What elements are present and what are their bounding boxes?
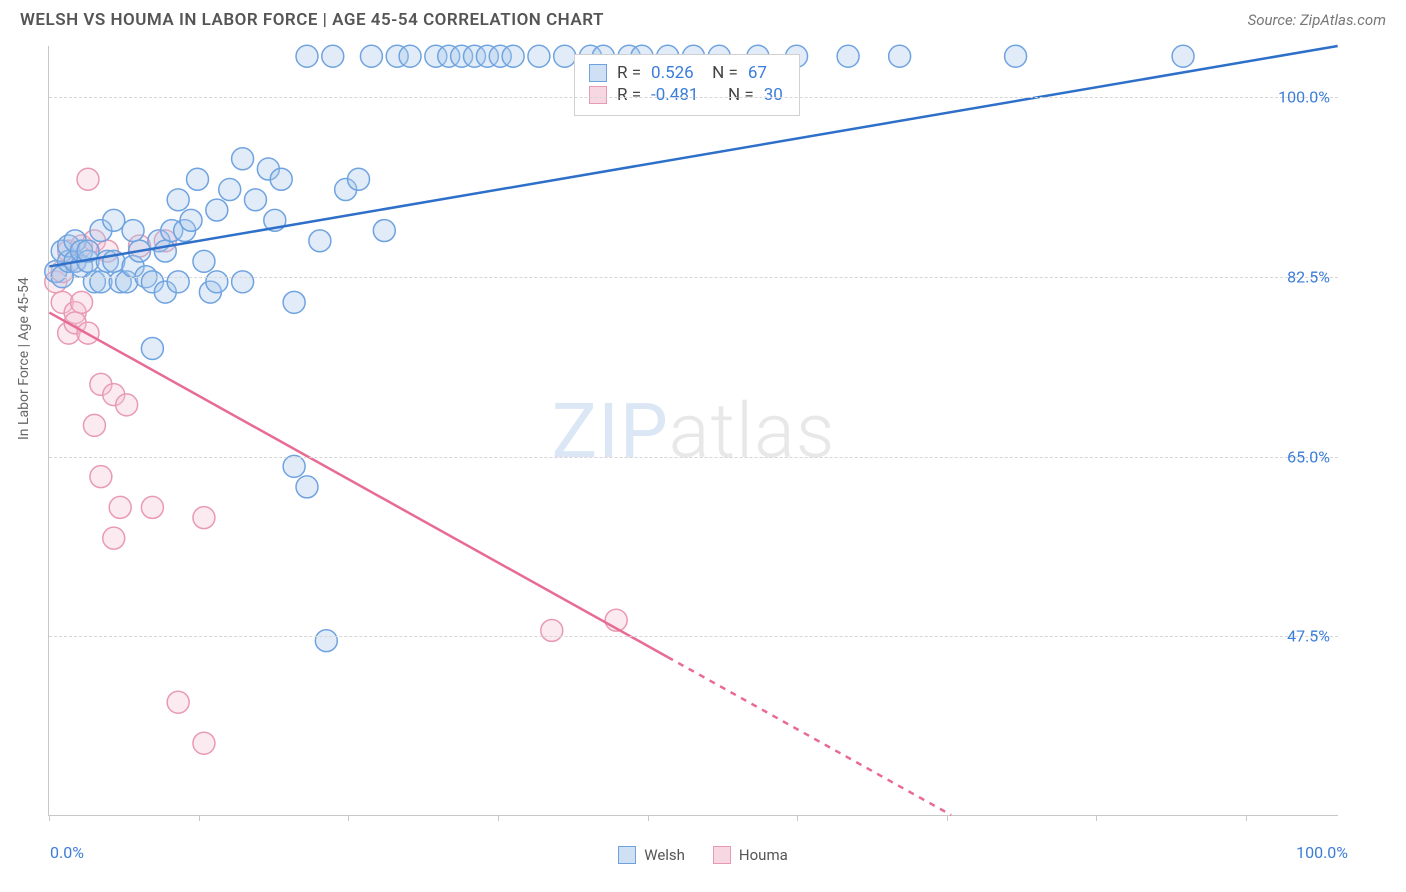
data-point xyxy=(348,168,370,190)
source-label: Source: ZipAtlas.com xyxy=(1248,11,1386,29)
data-point xyxy=(103,527,125,549)
gridline xyxy=(49,277,1338,278)
y-tick-label: 47.5% xyxy=(1287,627,1330,646)
scatter-plot-svg xyxy=(49,46,1338,815)
data-point xyxy=(141,337,163,359)
stats-swatch-houma xyxy=(589,86,607,104)
data-point xyxy=(360,45,382,67)
stats-swatch-welsh xyxy=(589,64,607,82)
data-point xyxy=(889,45,911,67)
data-point xyxy=(502,45,524,67)
data-point xyxy=(116,394,138,416)
data-point xyxy=(90,466,112,488)
x-tick xyxy=(348,815,349,821)
data-point xyxy=(283,291,305,313)
gridline xyxy=(49,636,1338,637)
data-point xyxy=(193,507,215,529)
data-point xyxy=(206,271,228,293)
data-point xyxy=(528,45,550,67)
legend-swatch-welsh xyxy=(618,846,636,864)
data-point xyxy=(232,271,254,293)
x-tick xyxy=(947,815,948,821)
welsh-N: 67 xyxy=(748,63,767,83)
x-tick xyxy=(797,815,798,821)
welsh-R: 0.526 xyxy=(651,63,694,83)
houma-N: 30 xyxy=(764,85,783,105)
data-point xyxy=(206,199,228,221)
data-point xyxy=(322,45,344,67)
legend-item-welsh: Welsh xyxy=(618,846,685,864)
gridline xyxy=(49,457,1338,458)
stats-row-houma: R = -0.481 0 N = 30 xyxy=(589,85,783,105)
data-point xyxy=(244,189,266,211)
data-point xyxy=(154,240,176,262)
data-point xyxy=(187,168,209,190)
data-point xyxy=(141,496,163,518)
data-point xyxy=(167,691,189,713)
data-point xyxy=(309,230,331,252)
stats-row-welsh: R = 0.526 N = 67 xyxy=(589,63,783,83)
data-point xyxy=(232,148,254,170)
gridline xyxy=(49,97,1338,98)
y-tick-label: 100.0% xyxy=(1278,88,1330,107)
data-point xyxy=(167,189,189,211)
legend-item-houma: Houma xyxy=(713,846,788,864)
chart-area: ZIPatlas R = 0.526 N = 67 R = -0.481 0 N… xyxy=(48,46,1338,816)
houma-R: -0.481 xyxy=(651,85,698,105)
data-point xyxy=(399,45,421,67)
y-tick-label: 82.5% xyxy=(1287,268,1330,287)
data-point xyxy=(109,496,131,518)
data-point xyxy=(1005,45,1027,67)
x-tick xyxy=(1246,815,1247,821)
x-tick xyxy=(648,815,649,821)
data-point xyxy=(837,45,859,67)
data-point xyxy=(373,220,395,242)
data-point xyxy=(167,271,189,293)
data-point xyxy=(554,45,576,67)
data-point xyxy=(541,619,563,641)
y-axis-label: In Labor Force | Age 45-54 xyxy=(16,277,32,440)
data-point xyxy=(77,168,99,190)
legend-swatch-houma xyxy=(713,846,731,864)
trend-line xyxy=(668,657,951,815)
data-point xyxy=(71,291,93,313)
stats-box: R = 0.526 N = 67 R = -0.481 0 N = 30 xyxy=(574,54,800,116)
x-tick xyxy=(498,815,499,821)
legend-label-welsh: Welsh xyxy=(644,846,685,864)
data-point xyxy=(270,168,292,190)
data-point xyxy=(296,45,318,67)
x-tick xyxy=(49,815,50,821)
data-point xyxy=(219,179,241,201)
data-point xyxy=(180,209,202,231)
data-point xyxy=(193,732,215,754)
data-point xyxy=(296,476,318,498)
data-point xyxy=(122,220,144,242)
x-tick xyxy=(199,815,200,821)
legend-label-houma: Houma xyxy=(739,846,788,864)
data-point xyxy=(83,414,105,436)
data-point xyxy=(283,455,305,477)
y-tick-label: 65.0% xyxy=(1287,447,1330,466)
legend: Welsh Houma xyxy=(0,846,1406,864)
data-point xyxy=(315,630,337,652)
data-point xyxy=(103,209,125,231)
page-title: WELSH VS HOUMA IN LABOR FORCE | AGE 45-5… xyxy=(20,10,604,30)
data-point xyxy=(1172,45,1194,67)
x-tick xyxy=(1096,815,1097,821)
data-point xyxy=(193,250,215,272)
trend-line xyxy=(49,313,667,658)
